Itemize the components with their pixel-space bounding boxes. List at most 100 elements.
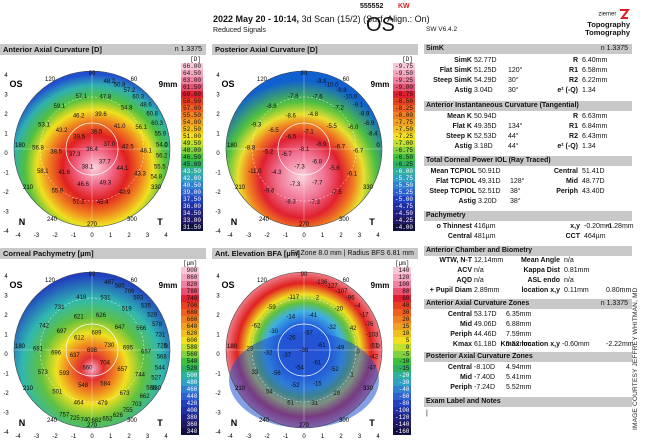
map-value: -9.8 <box>336 88 347 94</box>
scale-tick: 30.00 <box>183 231 202 238</box>
scale-tick: -8.00 <box>393 112 416 119</box>
map-value: -8.8 <box>245 146 256 152</box>
row-value: 53.17D <box>474 311 497 318</box>
eye-tag: KW <box>398 3 410 10</box>
scale-tick: 680 <box>181 309 200 316</box>
map-value: 704 <box>100 361 111 367</box>
notes-section-title: Exam Label and Notes <box>424 397 632 407</box>
map-value: -6.9 <box>364 121 375 127</box>
row-label-right: Mid <box>565 178 578 185</box>
degree-label: 120 <box>257 77 268 83</box>
row-axis: 30° <box>508 87 519 94</box>
degree-label: 240 <box>259 418 270 424</box>
tangential-section-title: Anterior Instantaneous Curvature (Tangen… <box>424 101 632 111</box>
scale-tick: 540 <box>181 358 200 365</box>
panel-title-post-axial: Posterior Axial Curvature [D] <box>212 44 418 55</box>
map-value: 58.1 <box>37 169 49 175</box>
x-tick: 3 <box>146 233 150 239</box>
row-value: -7.24D <box>474 384 496 391</box>
x-tick: 1 <box>321 233 325 239</box>
map-value: 57.2 <box>124 88 136 94</box>
map-value: -47 <box>367 365 376 371</box>
x-tick: -4 <box>227 233 233 239</box>
row-value: 50.91D <box>478 168 501 175</box>
degree-label: 0 <box>164 344 168 350</box>
scale-tick: -5.75 <box>393 175 416 182</box>
degree-label: 60 <box>343 77 350 83</box>
row-value-right: 6.84mm <box>582 123 608 130</box>
y-tick: 2 <box>4 112 8 118</box>
map-value: 48.2 <box>103 79 115 85</box>
row-label: WTW, N-T <box>439 257 472 264</box>
map-value: 19 <box>333 391 340 397</box>
map-value: 31 <box>311 401 318 407</box>
map-value: 725 <box>157 344 168 350</box>
map-value: 41.6 <box>58 170 70 176</box>
notes-field[interactable]: | <box>426 410 428 417</box>
map-value: -7.1 <box>303 130 314 136</box>
map-value: 50.8 <box>114 83 126 89</box>
scale-tick: 360 <box>181 421 200 428</box>
map-value: 731 <box>54 305 65 311</box>
map-value: 531 <box>100 296 111 302</box>
scale-tick: 700 <box>181 302 200 309</box>
scale-tick: 100 <box>393 281 412 288</box>
row-label-right: R1 <box>569 67 578 74</box>
row-value: 44.46D <box>474 331 497 338</box>
map-value: -136 <box>315 280 328 286</box>
post-axial-scale: [D] -9.75 -9.50 -9.25 -9.00 -8.75 -8.50 -8.25 -8… <box>393 56 416 238</box>
scale-tick: 340 <box>181 428 200 435</box>
map-value: 51.2 <box>73 199 85 205</box>
row-label: Mid <box>459 374 472 381</box>
map-value: 744 <box>135 373 146 379</box>
image-credit: IMAGE COURTESY JEFFREY WHITMAN, MD <box>632 287 639 430</box>
degree-label: 60 <box>343 278 350 284</box>
map-value: -8.1 <box>299 147 310 153</box>
map-value: 464 <box>74 400 85 406</box>
degree-label: 270 <box>299 423 310 429</box>
row-value-right2: 0.80mm <box>606 287 632 294</box>
row-label-right: CCT <box>565 233 580 240</box>
map-value: -6.0 <box>348 125 359 131</box>
scale-tick: -140 <box>393 421 412 428</box>
row-value-right: 464µm <box>584 233 606 240</box>
row-label-right: R2 <box>569 77 578 84</box>
map-value: 621 <box>74 315 85 321</box>
y-tick: -2 <box>3 391 9 397</box>
degree-label: 60 <box>131 278 138 284</box>
map-value: -8.6 <box>286 114 297 120</box>
y-tick: 3 <box>4 93 8 99</box>
y-tick: 2 <box>216 313 220 319</box>
map-value: 36.4 <box>86 147 98 153</box>
row-value-right: 51.41D <box>582 168 605 175</box>
map-value: 742 <box>39 323 50 329</box>
map-value: -32 <box>264 350 273 356</box>
x-tick: -2 <box>52 233 58 239</box>
tcpiol-section-title: Total Corneal Power IOL (Ray Traced) <box>424 156 632 166</box>
scale-tick: -5.25 <box>393 189 416 196</box>
scale-tick: 37.50 <box>181 196 204 203</box>
scale-tick: -15 <box>393 365 412 372</box>
row-label: Flat SimK <box>439 67 472 74</box>
row-value: 3.20D <box>478 198 497 205</box>
map-value: -61 <box>313 361 322 367</box>
degree-label: 270 <box>87 222 98 228</box>
row-value-right: 6.40mm <box>582 57 608 64</box>
row-axis: 134° <box>508 123 523 130</box>
map-value: 49.3 <box>99 181 111 187</box>
map-value: -5.2 <box>263 149 274 155</box>
map-value: 46.6 <box>77 182 89 188</box>
map-value: 479 <box>98 401 109 407</box>
temporal-label: T <box>369 217 375 227</box>
map-value: -9.8 <box>316 79 327 85</box>
scale-tick: -5.00 <box>393 196 416 203</box>
degree-label: 330 <box>151 386 162 392</box>
row-value-right: 48.77D <box>582 178 605 185</box>
map-value: -10.0 <box>325 83 339 89</box>
row-axis: 30° <box>508 77 519 84</box>
map-value: 37.3 <box>69 152 81 158</box>
